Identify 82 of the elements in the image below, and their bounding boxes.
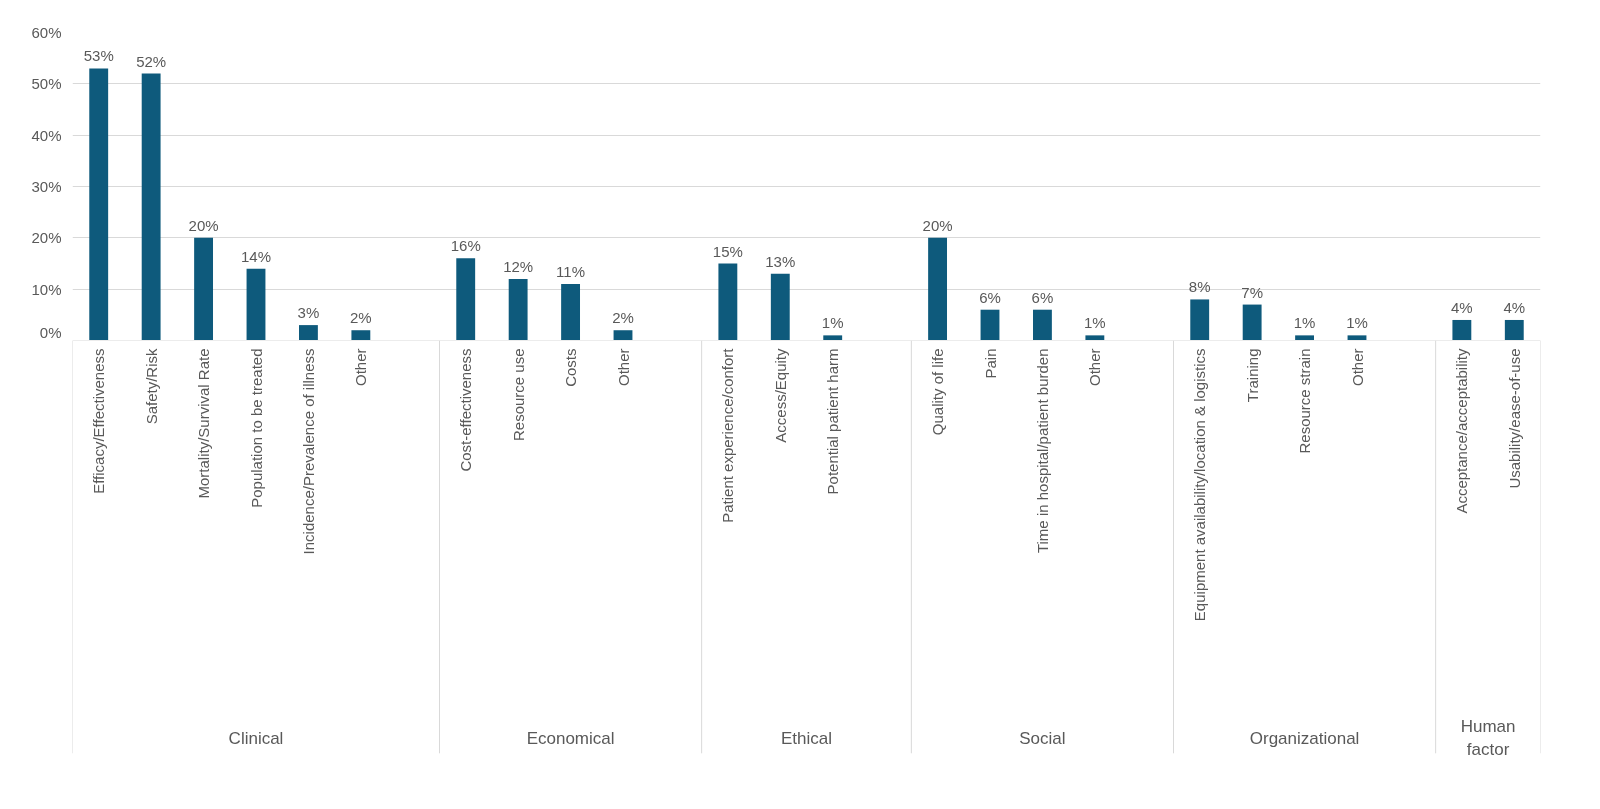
bar: [823, 335, 843, 340]
text: Human factor: [1460, 717, 1516, 760]
data-label: 3%: [297, 304, 320, 322]
x-tick-label: Incidence/Prevalence of illness: [299, 348, 317, 555]
data-label: 4%: [1451, 298, 1473, 316]
data-label: 2%: [612, 309, 634, 327]
y-tick-label: 50%: [31, 75, 62, 93]
data-label: 15%: [712, 242, 743, 260]
x-tick-label: Pain: [981, 348, 999, 379]
x-tick-label: Training: [1243, 348, 1261, 403]
data-label: 13%: [765, 252, 796, 270]
bar: [508, 278, 528, 340]
data-label: 53%: [83, 47, 114, 65]
x-tick-label: Cost-effectiveness: [457, 348, 475, 472]
x-tick-label: Mortality/Survival Rate: [195, 348, 213, 499]
bar: [89, 68, 109, 340]
bar: [980, 309, 1000, 340]
data-label: 1%: [1346, 314, 1368, 332]
data-label: 16%: [450, 237, 481, 255]
bar: [298, 325, 318, 340]
data-label: 1%: [1084, 314, 1106, 332]
text: Economical: [526, 728, 615, 748]
bar: [1032, 309, 1052, 340]
x-tick-label: Other: [1086, 348, 1104, 387]
x-tick-label: Acceptance/acceptability: [1453, 348, 1471, 514]
bar: [718, 263, 738, 340]
data-label: 8%: [1188, 278, 1211, 296]
bar: [1242, 304, 1262, 340]
x-tick-label: Equipment availability/location & logistics: [1191, 348, 1209, 622]
x-tick-label: Safety/Risk: [142, 348, 160, 425]
x-tick-label: Access/Equity: [771, 348, 789, 443]
data-label: 1%: [1293, 314, 1316, 332]
x-tick-label: Resource use: [509, 348, 527, 442]
bar: [351, 330, 371, 340]
y-tick-label: 20%: [31, 229, 62, 247]
data-label: 20%: [188, 216, 219, 234]
bar: [770, 273, 790, 340]
data-label: 11%: [556, 263, 586, 281]
bar: [1085, 335, 1105, 340]
data-label: 2%: [350, 309, 372, 327]
data-label: 6%: [979, 288, 1001, 306]
bar: [928, 237, 948, 340]
bar: [1295, 335, 1315, 340]
data-label: 6%: [1031, 288, 1054, 306]
x-tick-label: Population to be treated: [247, 348, 265, 508]
y-tick-label: 0%: [39, 323, 62, 341]
text: Ethical: [780, 728, 833, 748]
data-label: 52%: [136, 52, 167, 70]
x-tick-label: Resource strain: [1296, 348, 1314, 454]
data-label: 20%: [922, 216, 953, 234]
bar: [246, 268, 266, 340]
bar: [1504, 319, 1524, 340]
data-label: 12%: [503, 257, 534, 275]
y-tick-label: 10%: [31, 280, 62, 298]
x-tick-label: Quality of life: [929, 348, 947, 436]
x-tick-label: Other: [1348, 348, 1366, 387]
data-label: 1%: [821, 314, 844, 332]
bar: [141, 73, 161, 340]
bar: [1452, 319, 1472, 340]
data-label: 4%: [1503, 298, 1526, 316]
bar: [1347, 335, 1367, 340]
y-tick-label: 40%: [31, 126, 62, 144]
x-tick-label: Potential patient harm: [824, 348, 842, 495]
y-tick-label: 30%: [31, 178, 62, 195]
x-tick-label: Efficacy/Effectiveness: [90, 348, 108, 494]
x-tick-label: Other: [352, 348, 370, 387]
bar: [1190, 299, 1210, 340]
y-tick-label: 60%: [31, 24, 62, 41]
text: Clinical: [228, 728, 284, 748]
text: Organizational: [1249, 728, 1360, 748]
bar: [194, 237, 214, 340]
data-label: 14%: [240, 247, 272, 265]
x-tick-label: Other: [614, 348, 632, 387]
x-tick-label: Costs: [562, 348, 580, 387]
bar: [613, 330, 633, 340]
data-label: 7%: [1241, 283, 1263, 301]
x-tick-label: Patient experience/confort: [719, 347, 737, 523]
text: Social: [1019, 728, 1066, 748]
x-tick-label: Usability/ease-of-use: [1505, 348, 1523, 489]
bar: [561, 284, 581, 340]
bar: [456, 258, 476, 340]
x-tick-label: Time in hospital/patient burden: [1033, 348, 1051, 554]
